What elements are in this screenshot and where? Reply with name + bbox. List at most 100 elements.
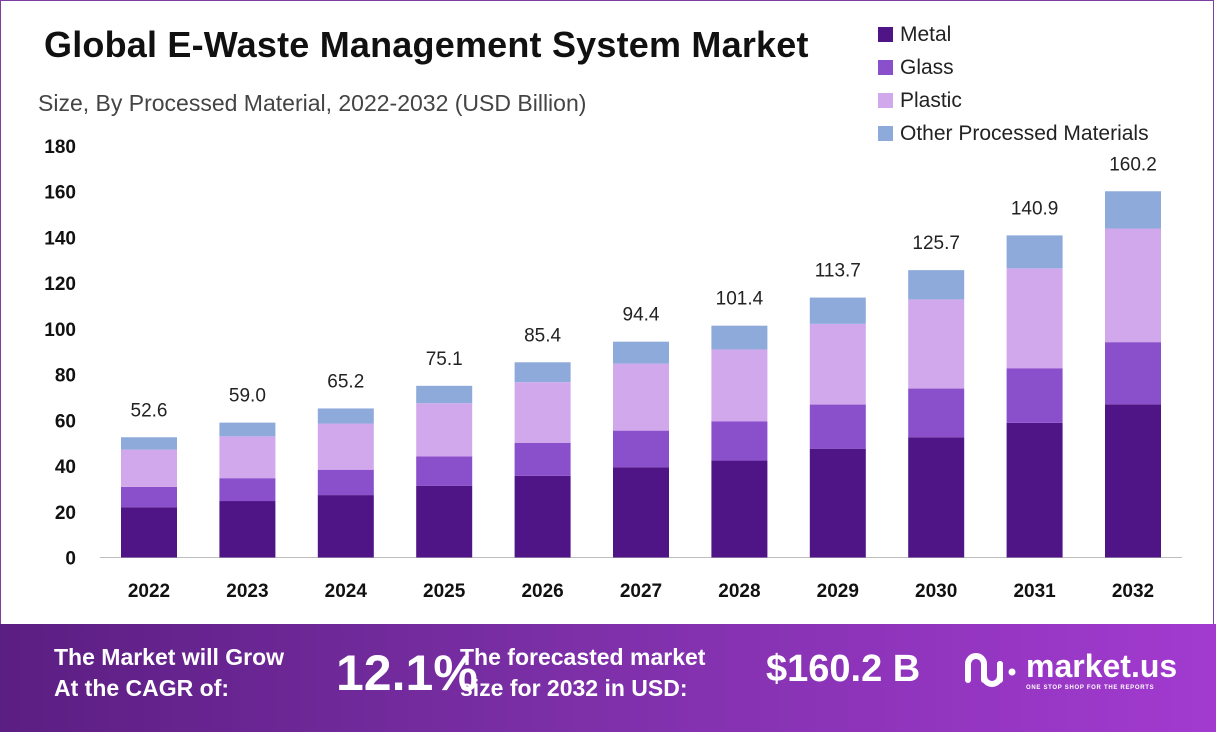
bar-plastic-2022 <box>121 449 177 487</box>
bar-other-2026 <box>514 362 571 383</box>
bar-total-label: 125.7 <box>912 233 960 254</box>
bar-metal-2024 <box>317 495 374 558</box>
bar-plastic-2032 <box>1105 228 1161 343</box>
legend-swatch-metal <box>878 27 893 42</box>
bar-total-label: 75.1 <box>426 349 463 370</box>
legend-label-plastic: Plastic <box>900 88 962 112</box>
bar-glass-2032 <box>1105 342 1161 405</box>
bar-total-label: 101.4 <box>716 289 764 310</box>
bar-metal-2023 <box>219 501 276 558</box>
bar-plastic-2027 <box>613 363 669 431</box>
legend-swatch-plastic <box>878 93 893 108</box>
legend: Metal Glass Plastic Other Processed Mate… <box>878 18 1149 150</box>
bar-glass-2025 <box>416 456 473 486</box>
x-tick-label: 2023 <box>226 581 268 602</box>
chart-title: Global E-Waste Management System Market <box>44 24 809 65</box>
bar-other-2024 <box>317 408 374 424</box>
bar-other-2028 <box>711 325 768 350</box>
bar-glass-2030 <box>908 388 965 438</box>
bar-total-label: 94.4 <box>623 305 660 326</box>
bar-other-2022 <box>121 437 177 450</box>
x-tick-label: 2025 <box>423 581 466 602</box>
bar-plastic-2028 <box>711 349 768 422</box>
bar-total-label: 113.7 <box>815 261 861 282</box>
bar-other-2030 <box>908 270 965 300</box>
legend-swatch-glass <box>878 60 893 75</box>
bar-metal-2028 <box>711 460 768 558</box>
cagr-label-line2: At the CAGR of: <box>54 675 230 701</box>
x-tick-label: 2031 <box>1013 581 1056 602</box>
bar-glass-2023 <box>219 478 276 502</box>
bar-other-2025 <box>416 385 473 404</box>
bar-other-2027 <box>613 341 669 364</box>
legend-item-glass: Glass <box>878 51 1149 84</box>
x-tick-label: 2029 <box>817 581 859 602</box>
y-tick-label: 100 <box>44 320 76 341</box>
y-tick-label: 0 <box>65 549 76 570</box>
bar-total-label: 65.2 <box>327 371 364 392</box>
brand-tagline: ONE STOP SHOP FOR THE REPORTS <box>1026 685 1155 691</box>
legend-item-other: Other Processed Materials <box>878 117 1149 150</box>
x-tick-label: 2026 <box>521 581 563 602</box>
market-us-logo[interactable]: market.us ONE STOP SHOP FOR THE REPORTS <box>962 646 1177 694</box>
bar-total-label: 160.2 <box>1109 154 1157 175</box>
bar-plastic-2024 <box>317 423 374 470</box>
x-tick-label: 2024 <box>325 581 368 602</box>
summary-banner: The Market will Grow At the CAGR of: 12.… <box>0 624 1216 732</box>
x-tick-label: 2027 <box>620 581 662 602</box>
legend-item-metal: Metal <box>878 18 1149 51</box>
x-tick-label: 2032 <box>1112 581 1154 602</box>
x-tick-label: 2028 <box>718 581 760 602</box>
bar-plastic-2023 <box>219 436 276 479</box>
legend-label-glass: Glass <box>900 55 954 79</box>
bar-total-label: 85.4 <box>524 325 561 346</box>
cagr-value: 12.1% <box>336 645 478 701</box>
bar-plastic-2031 <box>1006 268 1063 369</box>
legend-item-plastic: Plastic <box>878 84 1149 117</box>
forecast-label: The forecasted market size for 2032 in U… <box>460 642 705 704</box>
bar-metal-2027 <box>613 467 669 558</box>
y-tick-label: 20 <box>55 503 76 524</box>
bar-metal-2032 <box>1105 404 1161 558</box>
market-us-logo-icon <box>965 653 1016 687</box>
x-tick-label: 2030 <box>915 581 957 602</box>
chart-subtitle: Size, By Processed Material, 2022-2032 (… <box>38 90 587 116</box>
y-tick-label: 40 <box>55 457 76 478</box>
bar-metal-2030 <box>908 437 965 558</box>
y-tick-label: 60 <box>55 411 76 432</box>
legend-swatch-other <box>878 126 893 141</box>
y-tick-label: 140 <box>44 228 76 249</box>
bar-glass-2027 <box>613 430 669 468</box>
y-tick-label: 80 <box>55 366 76 387</box>
stacked-bar-chart: 0 20 40 60 80 100 120 140 160 180 52.6 2022 59.0 2023… <box>44 137 1182 602</box>
cagr-label: The Market will Grow At the CAGR of: <box>54 642 284 704</box>
bar-other-2032 <box>1105 191 1161 229</box>
bar-plastic-2029 <box>809 323 866 405</box>
bar-glass-2031 <box>1006 368 1063 423</box>
legend-label-metal: Metal <box>900 22 952 46</box>
bar-metal-2025 <box>416 485 473 558</box>
bar-plastic-2030 <box>908 299 965 389</box>
forecast-value: $160.2 B <box>766 648 921 690</box>
bar-glass-2022 <box>121 486 177 508</box>
bar-glass-2026 <box>514 442 571 476</box>
y-tick-label: 180 <box>44 137 76 158</box>
bar-plastic-2025 <box>416 403 473 457</box>
bar-plastic-2026 <box>514 382 571 443</box>
bar-metal-2026 <box>514 475 571 558</box>
bar-other-2031 <box>1006 235 1063 269</box>
cagr-label-line1: The Market will Grow <box>54 644 285 670</box>
y-tick-label: 120 <box>44 274 76 295</box>
x-tick-label: 2022 <box>128 581 170 602</box>
bar-total-label: 140.9 <box>1011 198 1059 219</box>
y-tick-label: 160 <box>44 183 76 204</box>
forecast-label-line2: size for 2032 in USD: <box>460 675 688 701</box>
forecast-label-line1: The forecasted market <box>460 644 706 670</box>
bar-metal-2022 <box>121 507 177 558</box>
bar-glass-2028 <box>711 421 768 461</box>
legend-label-other: Other Processed Materials <box>900 121 1149 145</box>
bar-other-2029 <box>809 297 866 324</box>
bar-metal-2029 <box>809 448 866 558</box>
brand-name: market.us <box>1026 648 1178 684</box>
bar-metal-2031 <box>1006 422 1063 558</box>
